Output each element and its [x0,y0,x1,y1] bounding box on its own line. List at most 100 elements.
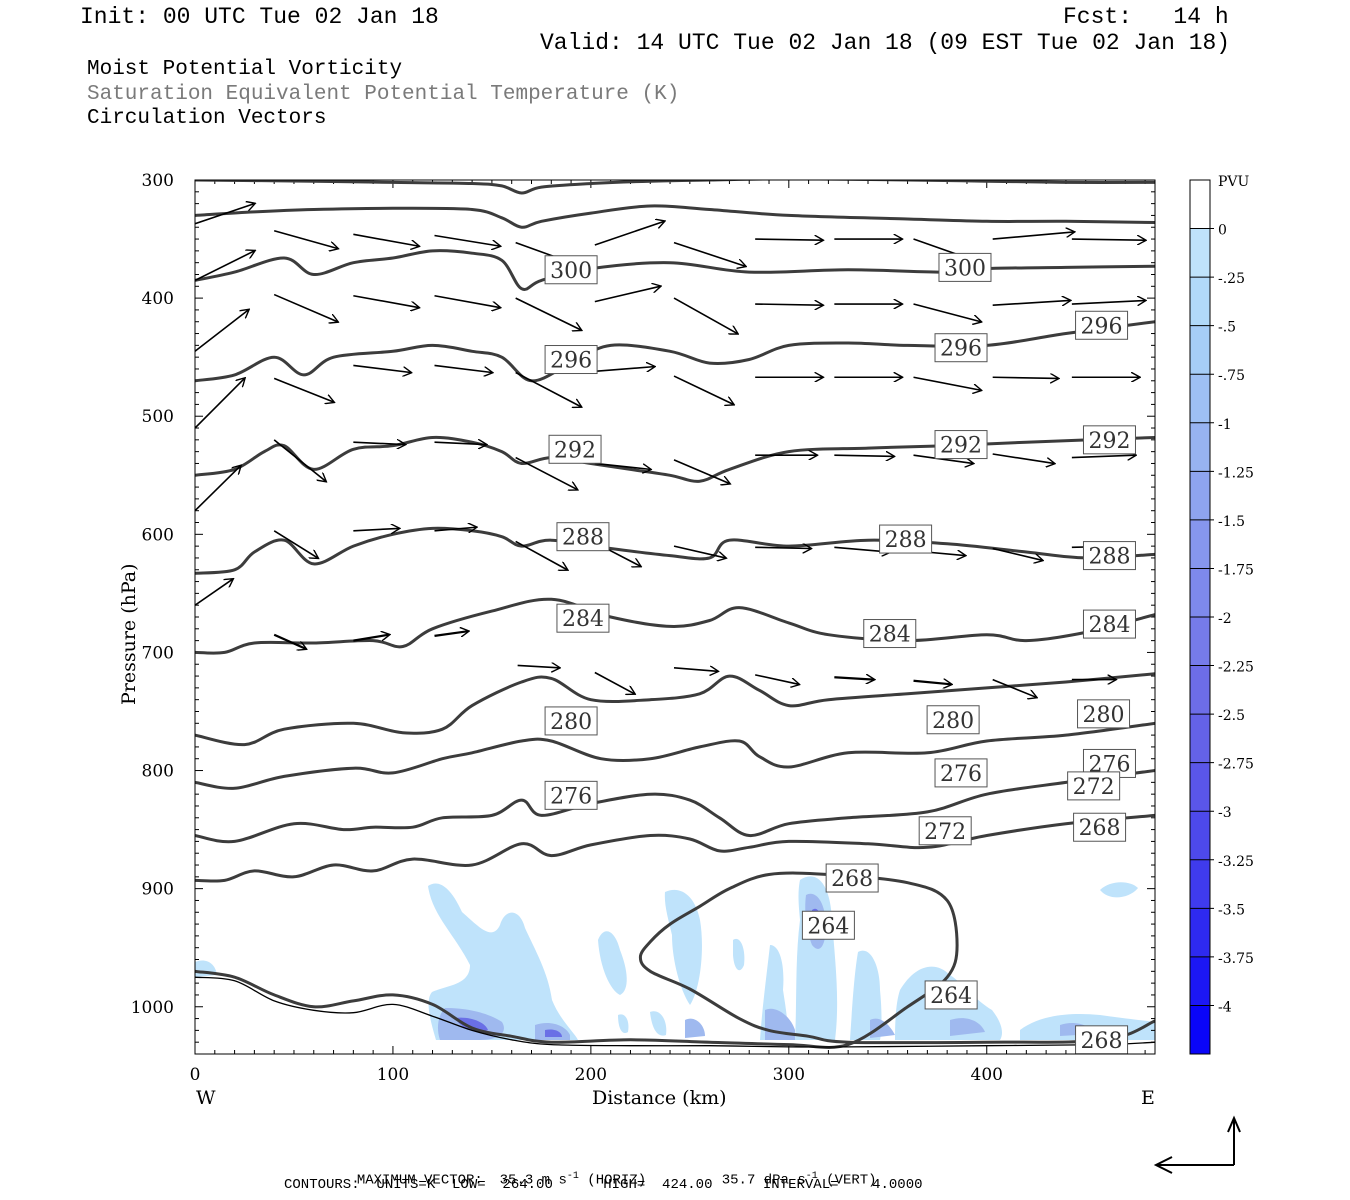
contour-label-box [548,434,602,464]
colorbar-label: -2.25 [1218,660,1254,676]
contour-label-box [1075,1025,1129,1054]
contour-label-text: 272 [1073,775,1115,800]
isentrope-272 [195,769,1155,844]
circulation-vector [913,681,952,685]
contour-label-box [801,910,855,940]
colorbar-cell [1190,811,1210,860]
contour-label-288: 288 [1082,541,1136,571]
contour-label-box [556,522,610,552]
circulation-vectors [195,204,1145,698]
contour-label-296: 296 [544,345,598,375]
circulation-vector [195,378,244,429]
circulation-vector [755,304,822,305]
circulation-vector [673,668,718,672]
contour-label-box [1082,609,1136,639]
colorbar-cell [1190,617,1210,666]
colorbar-label: -3 [1218,805,1232,821]
contour-label-text: 288 [562,526,604,551]
circulation-vector [754,674,799,684]
contour-label-296: 296 [934,333,988,363]
circulation-vector [273,633,306,649]
y-axis-label: Pressure (hPa) [118,563,140,705]
circulation-vector [1071,300,1145,304]
contour-label-text: 292 [1088,429,1130,454]
circulation-vector [353,635,389,642]
contour-info: CONTOURS: UNITS=K LOW= 264.00 HIGH= 424.… [284,1177,923,1193]
colorbar-label: -2 [1218,611,1232,627]
colorbar-label: -1.5 [1218,514,1245,530]
colorbar-cell [1190,519,1210,569]
circulation-vector [594,671,635,694]
circulation-vector [353,294,418,308]
contour-label-text: 264 [807,914,849,939]
x-tick-label: 200 [575,1065,607,1085]
x-axis-east: E [1141,1087,1155,1109]
contour-label-272: 272 [1067,771,1121,801]
contour-label-box [544,255,598,285]
circulation-vector [434,631,469,636]
contour-label-text: 288 [885,528,927,553]
contour-label-text: 284 [562,607,604,632]
circulation-vector [273,293,337,322]
pv-colorbar: 0 -.25 -.5 -.75 -1 -1.25 -1.5 -1.75 -2 -2.25 -2.5 -… [1189,179,1254,1055]
y-tick-label: 900 [142,880,174,900]
circulation-vector [755,239,822,240]
max-horiz-value: 35.3 m s [499,1172,567,1189]
circulation-vector [195,310,248,352]
circulation-vector [673,459,729,484]
circulation-vector [913,454,973,463]
colorbar-label: -.5 [1218,320,1236,336]
contour-label-text: 280 [550,710,592,735]
contour-label-box [918,816,972,846]
x-tick-label: 100 [377,1065,409,1085]
circulation-vector [1071,455,1135,457]
circulation-vector [195,251,254,282]
circulation-vector [992,377,1058,378]
isentrope-300 [195,204,1155,229]
contour-label-text: 288 [1088,545,1130,570]
circulation-vector [992,300,1070,306]
field-pv-title: Moist Potential Vorticity [87,58,403,81]
colorbar-cell [1190,325,1210,375]
contour-label-text: 284 [869,623,911,648]
contour-label-292: 292 [934,430,988,460]
max-vert-value: 35.7 dPa s [721,1172,806,1189]
circulation-vector [594,221,664,246]
colorbar-label: -3.5 [1218,902,1245,918]
contour-label-text: 300 [550,259,592,284]
isentrope-288 [195,526,1155,575]
shade-region-1 [195,876,1155,1040]
colorbar-label: -3.25 [1218,854,1254,870]
contour-label-268: 268 [825,863,879,893]
contour-label-box [934,430,988,460]
isentrope-300 [195,180,1155,195]
contour-label-box [1073,812,1127,842]
circulation-vector [834,677,874,679]
colorbar-cell [1190,665,1210,715]
init-time: Init: 00 UTC Tue 02 Jan 18 [80,4,439,30]
circulation-vector [1071,239,1145,240]
contour-label-text: 296 [1081,314,1123,339]
circulation-vector [353,364,410,372]
circulation-vector [195,466,241,512]
circulation-vector [992,678,1037,698]
colorbar-cell [1190,762,1210,812]
pv-shading [195,876,1155,1040]
contour-label-292: 292 [548,434,602,464]
x-axis-label: Distance (km) [592,1087,727,1109]
y-tick-label: 500 [142,407,174,427]
colorbar-cell [1190,859,1210,909]
colorbar-cell [1190,714,1210,763]
contour-label-box [863,619,917,649]
contour-label-text: 284 [1088,613,1130,638]
contour-label-264: 264 [924,980,978,1010]
contour-label-text: 280 [932,709,974,734]
contour-label-box [1082,541,1136,571]
contour-label-box [926,705,980,735]
x-tick-labels: 0 100 200 300 400 [190,1065,1003,1085]
y-tick-labels: 300 400 500 600 700 800 900 1000 [131,171,174,1018]
contour-label-300: 300 [544,255,598,285]
circulation-vector [273,530,318,558]
contour-label-box [879,524,933,554]
